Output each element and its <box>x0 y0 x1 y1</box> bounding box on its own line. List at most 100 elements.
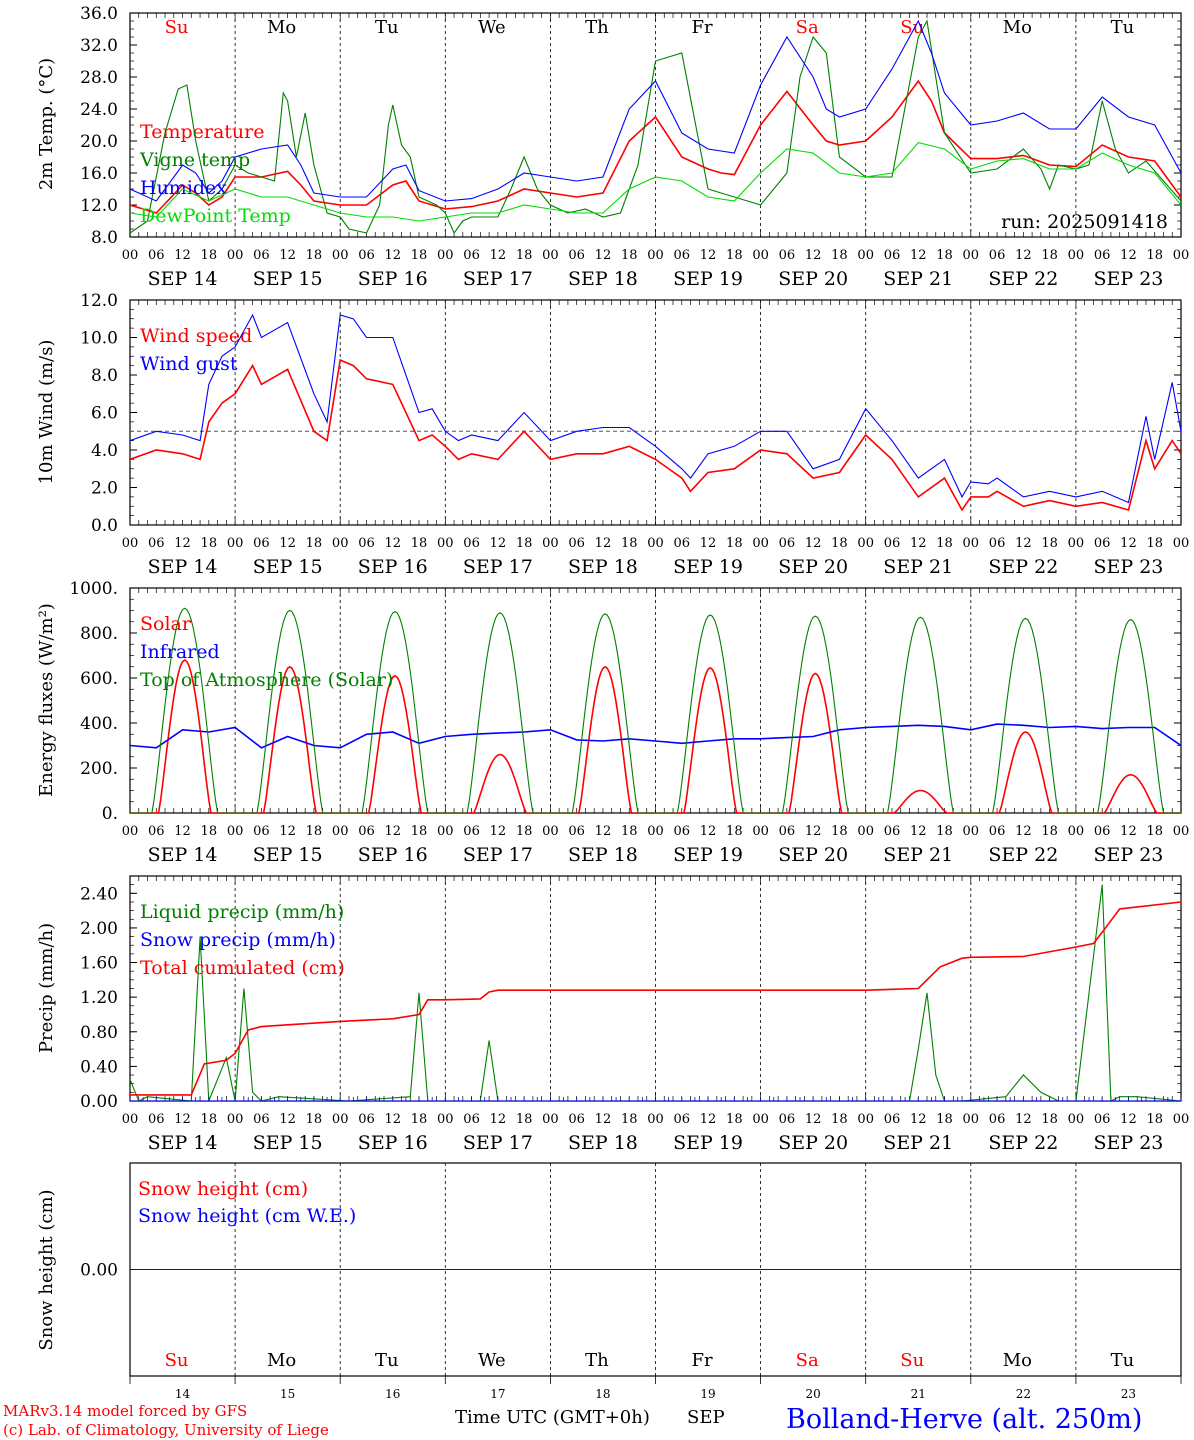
weekday-label: Tu <box>375 17 399 38</box>
y-tick-label: 1.20 <box>80 988 118 1008</box>
hour-tick-label: 12 <box>595 1112 612 1127</box>
hour-tick-label: 00 <box>332 248 349 263</box>
hour-tick-label: 12 <box>279 536 296 551</box>
hour-tick-label: 06 <box>148 1112 165 1127</box>
date-label: SEP 21 <box>883 268 953 290</box>
hour-tick-label: 00 <box>752 536 769 551</box>
hour-tick-label: 12 <box>174 536 191 551</box>
hour-tick-label: 18 <box>411 536 428 551</box>
series-line-2 <box>130 313 1181 504</box>
weekday-label: Mo <box>1003 17 1032 38</box>
y-tick-label: 1000. <box>69 579 118 599</box>
hour-tick-label: 00 <box>542 1112 559 1127</box>
series-line-3 <box>130 19 1181 202</box>
hour-tick-label: 12 <box>384 824 401 839</box>
hour-tick-label: 00 <box>542 824 559 839</box>
hour-tick-label: 18 <box>1146 824 1163 839</box>
y-tick-label: 200. <box>80 759 118 779</box>
hour-tick-label: 06 <box>463 248 480 263</box>
y-tick-label: 0.0 <box>91 516 118 536</box>
date-label: SEP 17 <box>463 556 533 578</box>
hour-tick-label: 06 <box>358 248 375 263</box>
hour-tick-label: 00 <box>1068 1112 1085 1127</box>
hour-tick-label: 18 <box>411 824 428 839</box>
hour-tick-label: 06 <box>358 536 375 551</box>
hour-tick-label: 12 <box>1120 824 1137 839</box>
series-line-2 <box>130 723 1181 749</box>
hour-tick-label: 00 <box>857 824 874 839</box>
weekday-label: Su <box>165 17 189 38</box>
station-title: Bolland-Herve (alt. 250m) <box>786 1404 1142 1435</box>
hour-tick-label: 06 <box>148 248 165 263</box>
weekday-label: Fr <box>692 17 713 38</box>
hour-tick-label: 06 <box>884 536 901 551</box>
hour-tick-label: 18 <box>1041 1112 1058 1127</box>
hour-tick-label: 00 <box>437 536 454 551</box>
legend-entry: Infrared <box>140 641 220 663</box>
hour-tick-label: 12 <box>910 824 927 839</box>
hour-tick-label: 18 <box>726 536 743 551</box>
legend-entry: Humidex <box>140 177 227 199</box>
y-axis-label: 2m Temp. (°C) <box>36 58 57 190</box>
day-number: 17 <box>490 1387 505 1401</box>
hour-tick-label: 06 <box>253 1112 270 1127</box>
hour-tick-label: 06 <box>989 824 1006 839</box>
hour-tick-label: 12 <box>910 536 927 551</box>
y-tick-label: 0. <box>102 804 118 824</box>
date-label: SEP 23 <box>1094 556 1164 578</box>
y-tick-label: 20.0 <box>80 132 118 152</box>
model-credit-line1: MARv3.14 model forced by GFS <box>3 1402 247 1420</box>
hour-tick-label: 12 <box>910 1112 927 1127</box>
hour-tick-label: 00 <box>227 824 244 839</box>
hour-tick-label: 12 <box>384 1112 401 1127</box>
hour-tick-label: 12 <box>1015 824 1032 839</box>
hour-tick-label: 00 <box>857 536 874 551</box>
series-line-1 <box>130 79 1181 214</box>
hour-tick-label: 18 <box>831 1112 848 1127</box>
hour-tick-label: 06 <box>253 824 270 839</box>
weekday-label: Fr <box>692 1350 713 1371</box>
hour-tick-label: 18 <box>201 1112 218 1127</box>
hour-tick-label: 00 <box>542 536 559 551</box>
y-tick-label: 10.0 <box>80 329 118 349</box>
hour-tick-label: 12 <box>700 536 717 551</box>
hour-tick-label: 18 <box>726 248 743 263</box>
hour-tick-label: 00 <box>332 1112 349 1127</box>
hour-tick-label: 06 <box>674 1112 691 1127</box>
hour-tick-label: 00 <box>1173 536 1190 551</box>
y-axis-label: 10m Wind (m/s) <box>36 340 57 485</box>
date-label: SEP 15 <box>253 556 323 578</box>
date-label: SEP 16 <box>358 844 428 866</box>
hour-tick-label: 06 <box>674 536 691 551</box>
hour-tick-label: 00 <box>752 824 769 839</box>
weekday-label: Sa <box>796 17 819 38</box>
legend-entry: Snow height (cm W.E.) <box>138 1205 356 1227</box>
hour-tick-label: 18 <box>831 824 848 839</box>
legend-entry: DewPoint Temp <box>140 205 291 227</box>
hour-tick-label: 18 <box>516 536 533 551</box>
legend-entry: Top of Atmosphere (Solar) <box>140 669 393 691</box>
hour-tick-label: 00 <box>122 248 139 263</box>
hour-tick-label: 12 <box>910 248 927 263</box>
y-tick-label: 1.60 <box>80 954 118 974</box>
hour-tick-label: 12 <box>1120 1112 1137 1127</box>
day-number: 19 <box>700 1387 715 1401</box>
y-tick-label: 0.00 <box>80 1261 118 1281</box>
date-label: SEP 15 <box>253 1132 323 1154</box>
series-line-4 <box>130 141 1181 222</box>
hour-tick-label: 12 <box>595 536 612 551</box>
hour-tick-label: 18 <box>726 1112 743 1127</box>
hour-tick-label: 00 <box>1173 1112 1190 1127</box>
hour-tick-label: 00 <box>332 824 349 839</box>
hour-tick-label: 00 <box>227 1112 244 1127</box>
hour-tick-label: 06 <box>674 248 691 263</box>
model-credit-line2: (c) Lab. of Climatology, University of L… <box>3 1421 329 1439</box>
y-tick-label: 4.0 <box>91 441 118 461</box>
weekday-label: We <box>478 1350 506 1371</box>
date-label: SEP 19 <box>673 268 743 290</box>
day-number: 21 <box>911 1387 926 1401</box>
hour-tick-label: 18 <box>936 536 953 551</box>
hour-tick-label: 06 <box>989 536 1006 551</box>
weekday-label: Sa <box>796 1350 819 1371</box>
